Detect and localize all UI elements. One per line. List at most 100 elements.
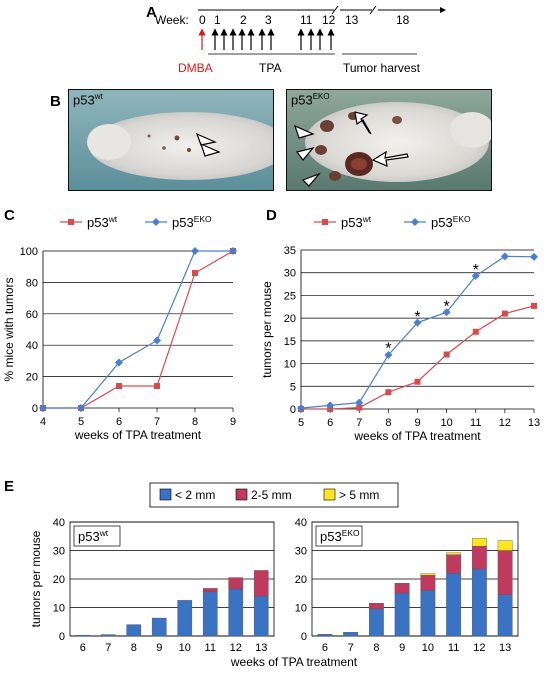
timeline-break bbox=[331, 5, 339, 15]
x-tick-label: 11 bbox=[205, 642, 216, 654]
x-tick-label: 5 bbox=[78, 416, 84, 428]
tumor bbox=[329, 171, 341, 181]
bar-segment bbox=[497, 550, 513, 595]
bar-segment bbox=[177, 600, 193, 637]
bar-segment bbox=[253, 595, 269, 637]
significance-star: * bbox=[385, 341, 391, 358]
x-tick-label: 12 bbox=[230, 642, 242, 654]
arrowhead-marker bbox=[301, 172, 321, 187]
bar-segment bbox=[368, 608, 384, 637]
y-tick-label: 10 bbox=[284, 359, 296, 371]
panel-c-letter: C bbox=[4, 207, 15, 224]
x-tick-label: 9 bbox=[230, 416, 236, 428]
y-tick-label: 60 bbox=[26, 309, 38, 321]
arrowhead-marker bbox=[195, 132, 217, 146]
data-point-marker bbox=[154, 383, 160, 390]
bar-segment bbox=[446, 554, 462, 574]
y-tick-label: 10 bbox=[53, 603, 65, 615]
y-tick-label: 20 bbox=[295, 574, 307, 586]
bar-segment bbox=[471, 538, 487, 547]
bar-segment bbox=[446, 552, 462, 555]
x-tick-label: 6 bbox=[80, 642, 86, 654]
y-axis-label: % mice with tumors bbox=[2, 277, 16, 381]
y-tick-label: 20 bbox=[53, 574, 65, 586]
panel-a-letter: A bbox=[146, 4, 157, 21]
x-tick-label: 5 bbox=[298, 417, 304, 429]
data-point-marker bbox=[385, 389, 392, 396]
bar-segment bbox=[228, 577, 244, 590]
x-tick-label: 6 bbox=[322, 642, 328, 654]
y-tick-label: 80 bbox=[26, 277, 38, 289]
legend-swatch bbox=[159, 488, 172, 501]
legend-swatch bbox=[323, 488, 336, 501]
chart-c: 0 20 40 60 80 100 4 5 6 7 8 9 weeks of TPA treatment… bbox=[2, 214, 237, 442]
x-tick-label: 8 bbox=[192, 416, 198, 428]
group-label: p53wt bbox=[78, 528, 109, 544]
bar-segment bbox=[394, 583, 410, 594]
data-point-marker bbox=[355, 398, 364, 407]
x-tick-label: 13 bbox=[255, 642, 267, 654]
y-tick-label: 40 bbox=[53, 517, 65, 529]
data-point-marker bbox=[530, 252, 538, 261]
chart-e: < 2 mm 2-5 mm > 5 mm 0 10 20 30 40 6 7 8 9 10 11 12 13 p… bbox=[29, 482, 519, 669]
data-point-marker bbox=[443, 351, 450, 358]
legend-label: p53EKO bbox=[172, 214, 212, 230]
legend-label: p53EKO bbox=[431, 214, 471, 230]
panel-e-letter: E bbox=[4, 478, 15, 495]
photo-label-p53wt: p53wt bbox=[73, 92, 103, 108]
bar-segment bbox=[126, 624, 142, 637]
week-tick-label: 13 bbox=[345, 13, 359, 27]
data-point-marker bbox=[501, 310, 508, 317]
group-label-box bbox=[73, 525, 121, 547]
x-tick-label: 8 bbox=[373, 642, 379, 654]
week-tick-label: 1 bbox=[214, 13, 221, 27]
bar-segment bbox=[253, 570, 269, 597]
y-tick-label: 20 bbox=[284, 313, 296, 325]
y-tick-label: 30 bbox=[284, 268, 296, 280]
x-tick-label: 9 bbox=[399, 642, 405, 654]
open-arrow bbox=[354, 111, 372, 135]
data-point-marker bbox=[442, 308, 451, 317]
bar-segment bbox=[151, 617, 167, 637]
x-tick-label: 12 bbox=[473, 642, 485, 654]
tpa-arrows bbox=[211, 28, 335, 50]
dmba-label: DMBA bbox=[178, 61, 213, 75]
week-tick-label: 3 bbox=[265, 13, 272, 27]
bar-segment bbox=[446, 573, 462, 637]
open-arrow bbox=[371, 150, 409, 167]
bar-segment bbox=[343, 632, 359, 637]
bar-segment bbox=[394, 593, 410, 637]
photo-p53wt: p53wt bbox=[68, 89, 274, 191]
bar-segment bbox=[368, 603, 384, 610]
tpa-label: TPA bbox=[259, 61, 281, 75]
data-point-marker bbox=[356, 404, 363, 411]
x-tick-label: 11 bbox=[470, 417, 481, 429]
x-tick-label: 9 bbox=[156, 642, 162, 654]
legend-label: p53wt bbox=[341, 214, 372, 230]
data-point-marker bbox=[297, 404, 305, 413]
tumor bbox=[320, 120, 334, 132]
data-point-marker bbox=[472, 328, 479, 335]
y-tick-label: 5 bbox=[290, 381, 296, 393]
data-point-marker bbox=[153, 336, 161, 345]
x-axis-label: weeks of TPA treatment bbox=[353, 429, 481, 443]
data-point-marker bbox=[411, 218, 419, 226]
x-tick-label: 8 bbox=[385, 417, 391, 429]
series-line bbox=[43, 250, 233, 409]
x-tick-label: 6 bbox=[116, 416, 122, 428]
week-tick-label: 0 bbox=[199, 13, 206, 27]
data-point-marker bbox=[384, 350, 393, 359]
x-tick-label: 10 bbox=[179, 642, 191, 654]
group-label-box bbox=[315, 525, 363, 547]
arrowhead-marker bbox=[295, 146, 315, 161]
week-tick-label: 11 bbox=[300, 13, 313, 27]
legend-box bbox=[149, 482, 399, 508]
significance-star: * bbox=[473, 262, 479, 279]
bar-segment bbox=[202, 591, 218, 637]
bar-segment bbox=[497, 540, 513, 551]
bar-segment bbox=[75, 634, 91, 637]
group-label: p53EKO bbox=[320, 528, 360, 544]
x-tick-label: 11 bbox=[448, 642, 459, 654]
x-tick-label: 9 bbox=[414, 417, 420, 429]
